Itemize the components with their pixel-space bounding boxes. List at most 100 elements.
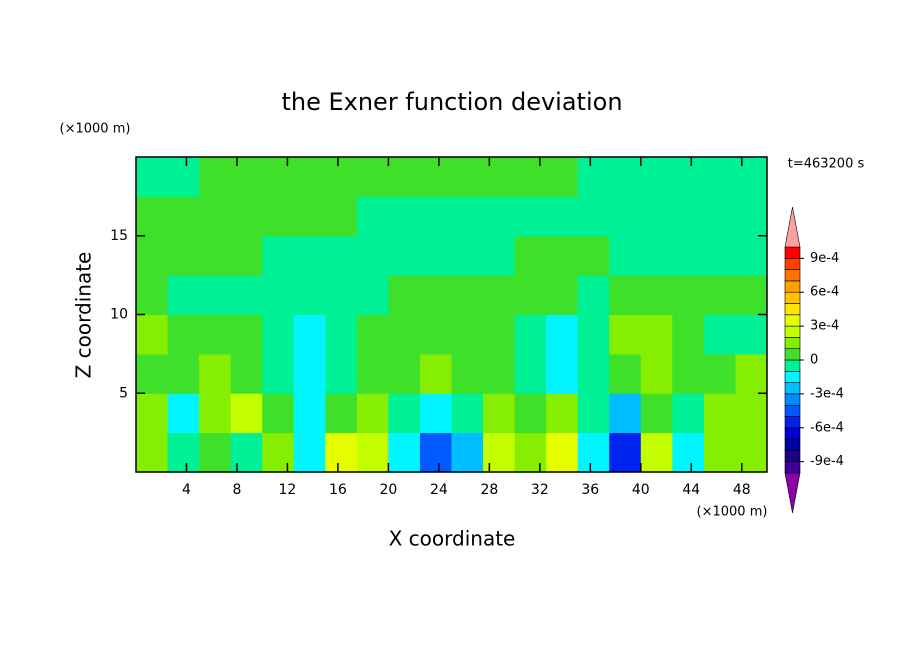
x-tick-label: 28 bbox=[480, 482, 498, 498]
contour-cell bbox=[419, 353, 452, 394]
colorbar-box bbox=[784, 257, 801, 270]
colorbar-box bbox=[784, 303, 801, 316]
colorbar-box bbox=[784, 359, 801, 372]
contour-cell bbox=[672, 235, 705, 276]
x-tick-label: 12 bbox=[279, 482, 297, 498]
colorbar-tick-label: 9e-4 bbox=[810, 251, 839, 266]
contour-cell bbox=[230, 196, 263, 237]
contour-cell bbox=[514, 196, 547, 237]
contour-cell bbox=[388, 432, 421, 473]
contour-cell bbox=[577, 432, 610, 473]
contour-cell bbox=[419, 314, 452, 355]
contour-cell bbox=[356, 432, 389, 473]
contour-cell bbox=[672, 314, 705, 355]
contour-cell bbox=[609, 196, 642, 237]
contour-cell bbox=[136, 275, 169, 315]
contour-cell bbox=[483, 275, 516, 315]
contour-cell bbox=[167, 432, 200, 473]
contour-cell bbox=[640, 235, 673, 276]
contour-cell bbox=[136, 314, 169, 355]
contour-cell bbox=[514, 157, 547, 197]
contour-cell bbox=[325, 157, 358, 197]
contour-cell bbox=[703, 275, 736, 315]
contour-cell bbox=[356, 157, 389, 197]
colorbar-box bbox=[784, 348, 801, 361]
contour-cell bbox=[136, 432, 169, 473]
contour-cell bbox=[262, 275, 295, 315]
contour-cell bbox=[609, 157, 642, 197]
colorbar-box bbox=[784, 291, 801, 304]
contour-cell bbox=[199, 432, 232, 473]
colorbar-under bbox=[784, 472, 801, 514]
contour-cell bbox=[136, 157, 169, 197]
contour-cell bbox=[199, 235, 232, 276]
contour-cell bbox=[609, 235, 642, 276]
contour-cell bbox=[483, 432, 516, 473]
contour-cell bbox=[293, 314, 326, 355]
colorbar-tick-label: -3e-4 bbox=[810, 386, 844, 401]
contour-cell bbox=[672, 275, 705, 315]
contour-cell bbox=[735, 235, 768, 276]
contour-cell bbox=[672, 353, 705, 394]
contour-cell bbox=[735, 393, 768, 434]
contour-cell bbox=[514, 314, 547, 355]
contour-cell bbox=[640, 314, 673, 355]
contour-cell bbox=[199, 275, 232, 315]
contour-cell bbox=[262, 157, 295, 197]
x-tick-label: 48 bbox=[733, 482, 751, 498]
contour-cell bbox=[703, 353, 736, 394]
colorbar-box bbox=[784, 382, 801, 395]
contour-cell bbox=[136, 235, 169, 276]
contour-cell bbox=[293, 235, 326, 276]
colorbar-box bbox=[784, 325, 801, 338]
contour-cell bbox=[451, 196, 484, 237]
contour-cell bbox=[388, 196, 421, 237]
contour-cell bbox=[293, 275, 326, 315]
x-tick-label: 24 bbox=[430, 482, 448, 498]
contour-cell bbox=[703, 157, 736, 197]
colorbar-tick-label: -9e-4 bbox=[810, 454, 844, 469]
contour-cell bbox=[451, 275, 484, 315]
contour-cell bbox=[609, 432, 642, 473]
contour-cell bbox=[640, 432, 673, 473]
contour-cell bbox=[451, 393, 484, 434]
x-unit-label: (×1000 m) bbox=[697, 505, 768, 520]
x-tick-label: 8 bbox=[232, 482, 241, 498]
contour-cell bbox=[293, 432, 326, 473]
contour-cell bbox=[136, 353, 169, 394]
contour-cell bbox=[735, 314, 768, 355]
contour-cell bbox=[325, 314, 358, 355]
contour-cell bbox=[419, 196, 452, 237]
contour-cell bbox=[419, 432, 452, 473]
contour-cell bbox=[451, 314, 484, 355]
contour-cell bbox=[262, 235, 295, 276]
colorbar-box bbox=[784, 269, 801, 282]
contour-cell bbox=[262, 314, 295, 355]
y-unit-label: (×1000 m) bbox=[60, 122, 131, 137]
contour-cell bbox=[388, 157, 421, 197]
colorbar-tick-label: 0 bbox=[810, 353, 818, 368]
contour-cell bbox=[735, 432, 768, 473]
contour-cell bbox=[451, 235, 484, 276]
x-tick-label: 16 bbox=[329, 482, 347, 498]
colorbar-tick-label: 3e-4 bbox=[810, 319, 839, 334]
contour-cell bbox=[546, 353, 579, 394]
contour-cell bbox=[262, 353, 295, 394]
colorbar-box bbox=[784, 314, 801, 327]
contour-cell bbox=[167, 157, 200, 197]
x-axis-label: X coordinate bbox=[389, 527, 516, 551]
contour-cell bbox=[577, 235, 610, 276]
contour-cell bbox=[483, 314, 516, 355]
contour-cell bbox=[230, 314, 263, 355]
contour-cell bbox=[388, 353, 421, 394]
contour-cell bbox=[546, 196, 579, 237]
contour-cell bbox=[703, 432, 736, 473]
contour-cell bbox=[514, 235, 547, 276]
contour-cell bbox=[609, 393, 642, 434]
colorbar-box bbox=[784, 450, 801, 462]
contour-cell bbox=[167, 393, 200, 434]
contour-cell bbox=[546, 235, 579, 276]
contour-cell bbox=[356, 196, 389, 237]
contour-cell bbox=[356, 393, 389, 434]
